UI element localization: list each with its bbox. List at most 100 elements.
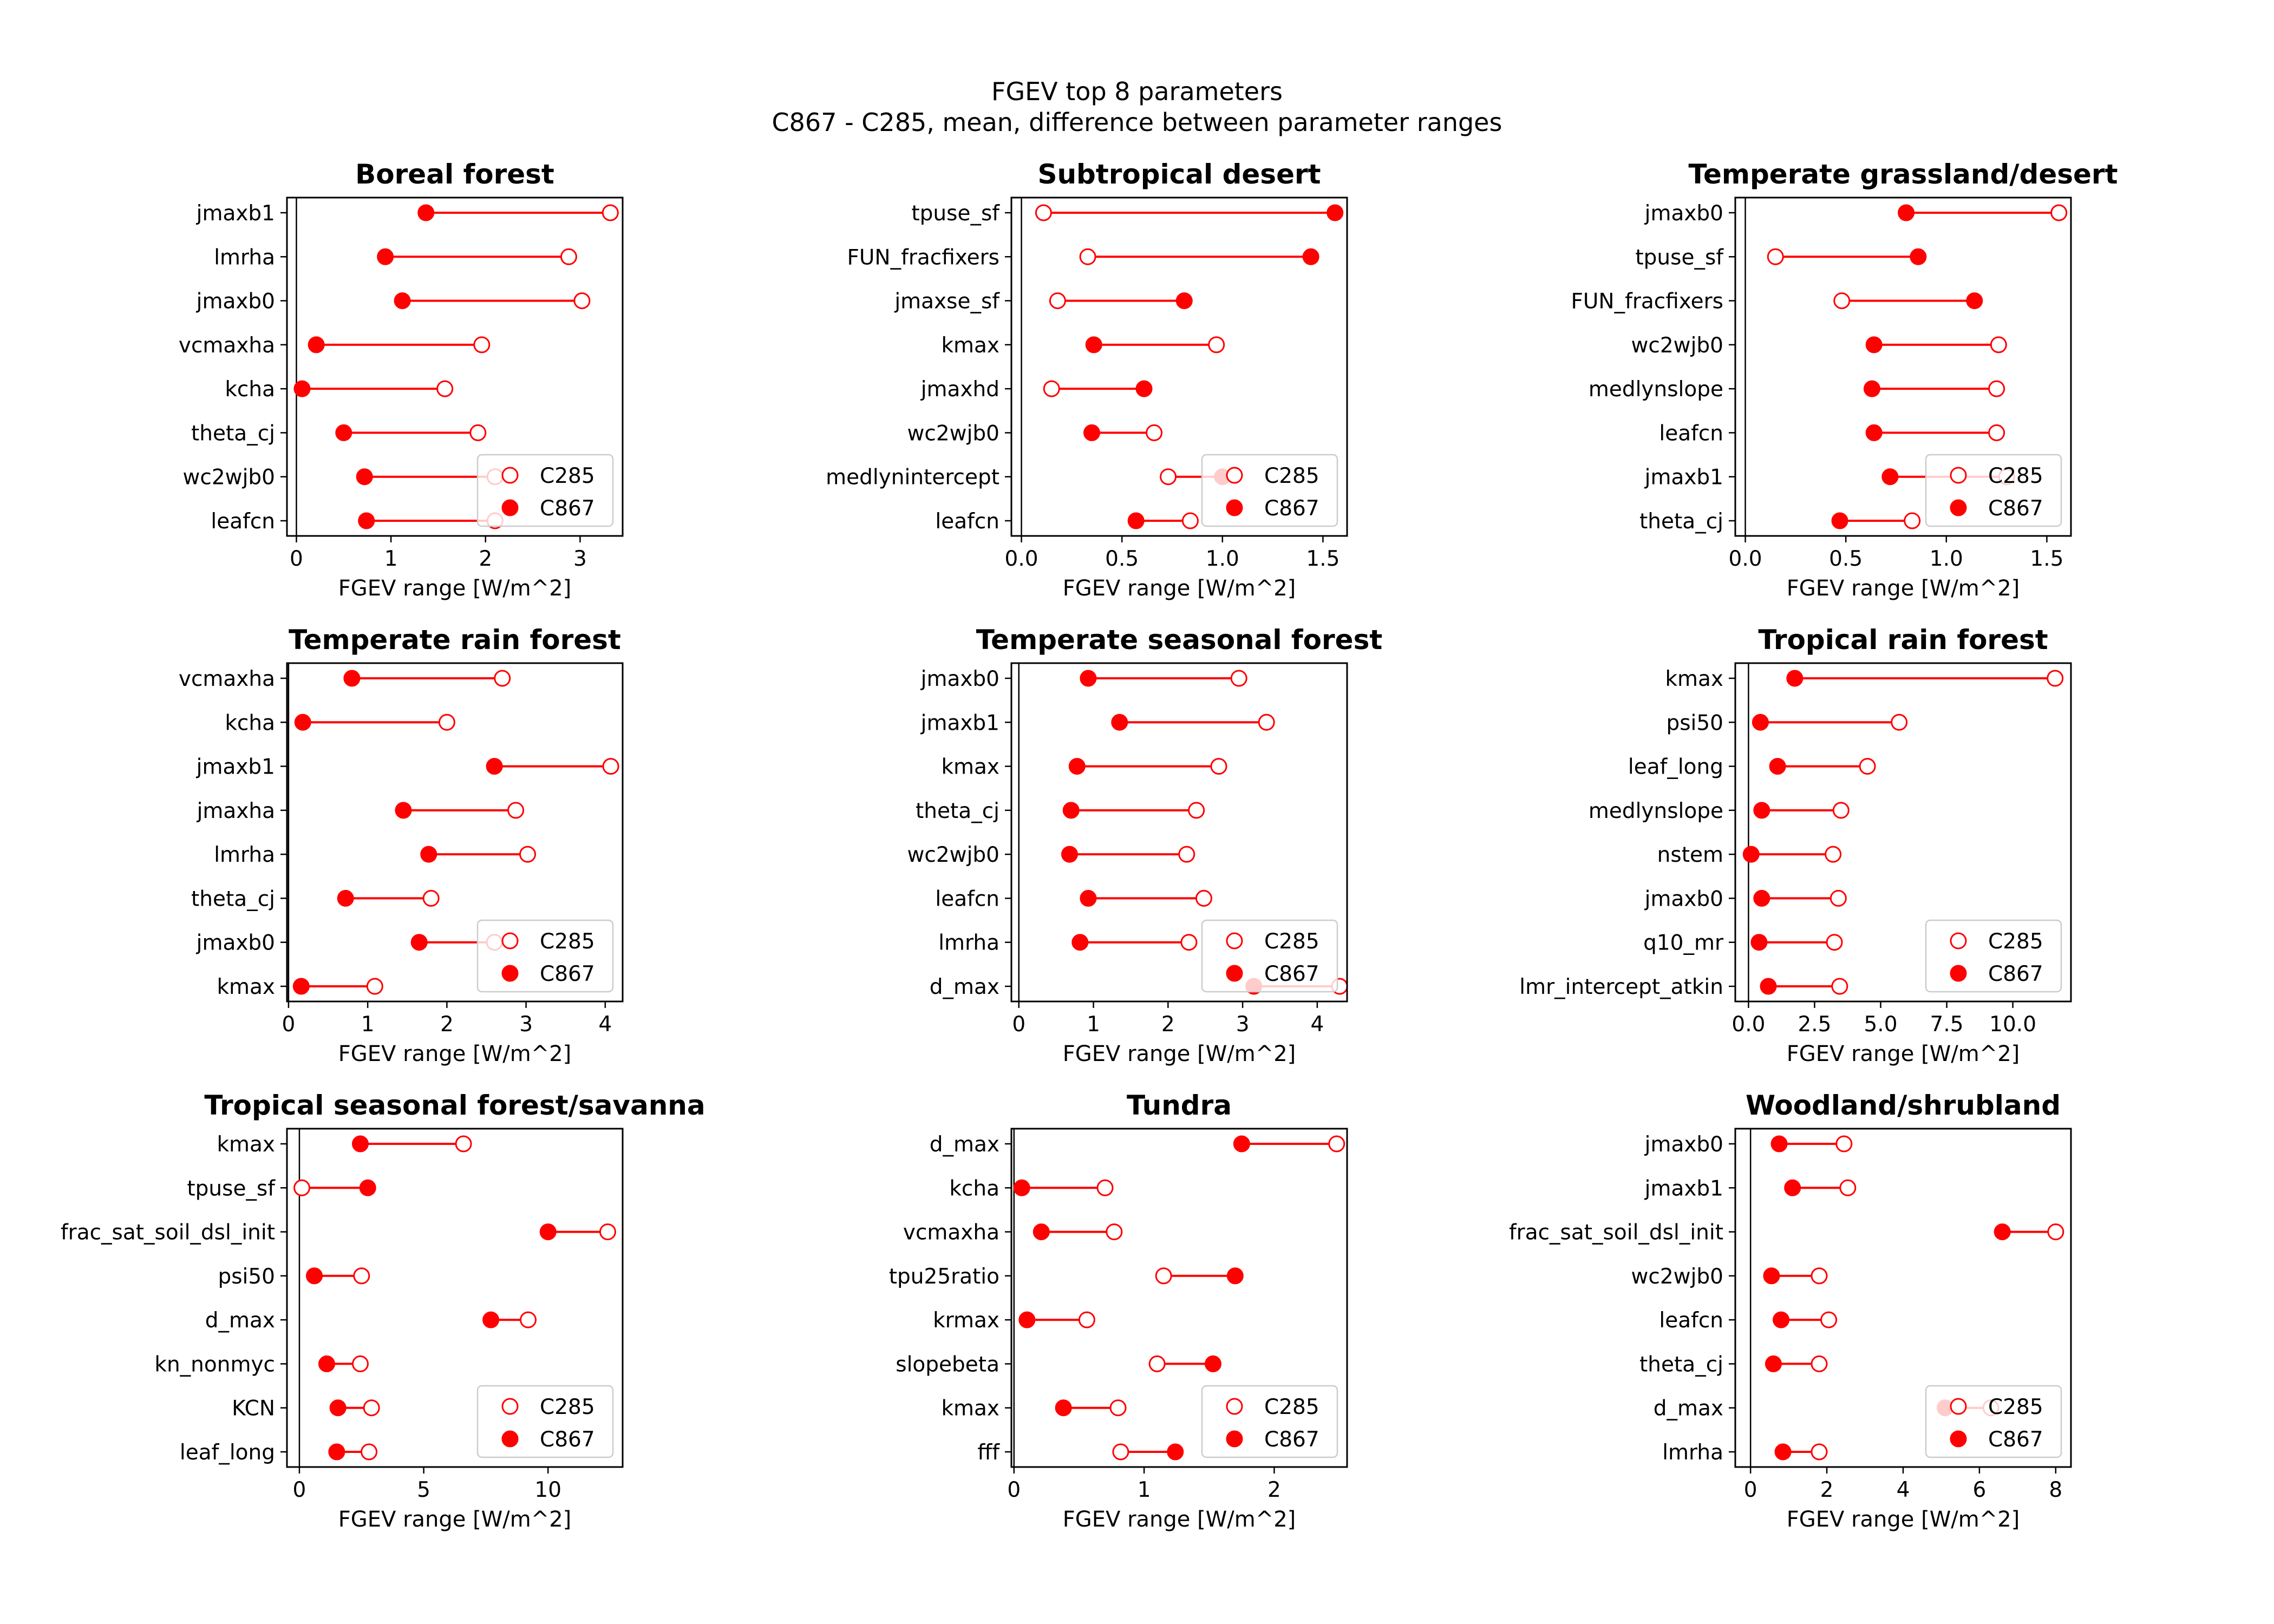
x-axis-label: FGEV range [W/m^2]: [1787, 1042, 2020, 1066]
legend-label-c867: C867: [540, 1427, 595, 1452]
c285-point: [366, 978, 383, 995]
legend: C285 C867: [476, 919, 614, 993]
legend-filled-marker: [1950, 499, 1967, 516]
y-tick-label: krmax: [933, 1308, 999, 1333]
c285-point: [1188, 802, 1205, 819]
c285-point: [2047, 670, 2064, 687]
c867-point: [1071, 934, 1089, 951]
legend-label-c867: C867: [540, 962, 595, 986]
c867-point: [1881, 468, 1899, 486]
x-axis-label: FGEV range [W/m^2]: [1063, 1042, 1296, 1066]
y-tick-label: jmaxb1: [1644, 466, 1723, 490]
legend-filled-marker: [1950, 965, 1967, 982]
c867-point: [1111, 713, 1128, 731]
c867-point: [293, 380, 311, 397]
c285-point: [1146, 424, 1163, 441]
c285-point: [1049, 292, 1066, 310]
c867-point: [356, 468, 373, 486]
x-tick-label: 2.5: [1798, 1012, 1831, 1037]
axes-frame: [1010, 1128, 1348, 1468]
axes-frame: [1010, 197, 1348, 537]
x-tick-label: 0: [282, 1012, 296, 1037]
y-tick-label: frac_sat_soil_dsl_init: [1509, 1221, 1723, 1245]
c867-point: [1167, 1443, 1184, 1461]
c867-point: [1135, 380, 1153, 397]
y-tick-label: kmax: [217, 1132, 275, 1157]
c285-point: [1195, 889, 1212, 907]
c285-point: [1767, 248, 1784, 265]
c867-point: [359, 1179, 376, 1196]
legend-label-c285: C285: [1264, 929, 1319, 954]
c285-point: [1181, 512, 1199, 529]
c867-point: [1018, 1311, 1036, 1328]
x-axis-label: FGEV range [W/m^2]: [338, 1042, 572, 1066]
y-tick-label: jmaxb0: [196, 931, 275, 955]
x-tick-label: 0: [293, 1478, 306, 1502]
c285-point: [1811, 1355, 1828, 1372]
c285-point: [1820, 1311, 1838, 1328]
c285-point: [1825, 846, 1842, 863]
c285-point: [1988, 380, 2005, 397]
legend-open-marker: [501, 932, 519, 949]
c285-point: [1180, 934, 1198, 951]
axes-frame: [1734, 662, 2072, 1003]
c285-point: [1831, 978, 1848, 995]
panel-title: Temperate rain forest: [289, 624, 621, 656]
chart-panel: Temperate rain forest vcmaxha kcha jmaxb1 jm…: [179, 624, 624, 1066]
x-tick-label: 1: [1138, 1478, 1151, 1502]
c867-point: [328, 1443, 345, 1461]
y-tick-label: kmax: [941, 333, 999, 358]
y-tick-label: theta_cj: [1639, 1352, 1723, 1377]
legend-open-marker: [1950, 1398, 1967, 1415]
y-tick-label: FUN_fracfixers: [1571, 290, 1723, 314]
legend-label-c867: C867: [1264, 962, 1319, 986]
legend-open-marker: [1226, 932, 1243, 949]
c285-point: [1826, 934, 1843, 951]
legend-filled-marker: [1226, 965, 1243, 982]
y-tick-label: leafcn: [935, 887, 999, 911]
y-tick-label: kmax: [1665, 667, 1723, 691]
c867-point: [1865, 336, 1883, 353]
c867-point: [1966, 292, 1983, 310]
legend-filled-marker: [501, 965, 519, 982]
legend-open-marker: [1226, 467, 1243, 484]
x-axis-label: FGEV range [W/m^2]: [1787, 1507, 2020, 1532]
c867-point: [1061, 846, 1078, 863]
x-tick-label: 3: [1236, 1012, 1250, 1037]
y-tick-label: q10_mr: [1643, 931, 1724, 955]
c285-point: [1096, 1179, 1114, 1196]
legend-open-marker: [501, 467, 519, 484]
legend: C285 C867: [1925, 454, 2062, 527]
c867-point: [335, 424, 352, 441]
c285-point: [1155, 1267, 1172, 1285]
c285-point: [602, 758, 619, 775]
x-tick-label: 4: [1897, 1478, 1910, 1502]
c285-point: [1160, 468, 1177, 486]
c867-point: [1994, 1223, 2011, 1241]
c285-point: [1210, 758, 1227, 775]
legend: C285 C867: [1925, 919, 2062, 993]
c285-point: [1035, 204, 1052, 221]
legend-label-c867: C867: [1264, 1427, 1319, 1452]
c867-point: [343, 670, 361, 687]
y-tick-label: jmaxb1: [196, 201, 275, 226]
c285-point: [2047, 1223, 2064, 1241]
x-tick-label: 1: [1087, 1012, 1100, 1037]
c285-point: [507, 802, 525, 819]
panel-title: Temperate grassland/desert: [1689, 159, 2118, 190]
legend: C285 C867: [476, 454, 614, 527]
c867-point: [1127, 512, 1145, 529]
x-tick-label: 4: [1310, 1012, 1324, 1037]
legend-label-c285: C285: [1988, 929, 2043, 954]
x-tick-label: 4: [598, 1012, 612, 1037]
y-tick-label: jmaxb0: [1644, 201, 1723, 226]
legend-open-marker: [1950, 932, 1967, 949]
c867-point: [1062, 802, 1080, 819]
legend-filled-marker: [1226, 1430, 1243, 1448]
y-tick-label: medlynintercept: [826, 466, 999, 490]
axes-frame: [1734, 197, 2072, 537]
c867-point: [1175, 292, 1193, 310]
x-tick-label: 0.0: [1005, 547, 1038, 571]
y-tick-label: wc2wjb0: [1631, 1265, 1723, 1289]
